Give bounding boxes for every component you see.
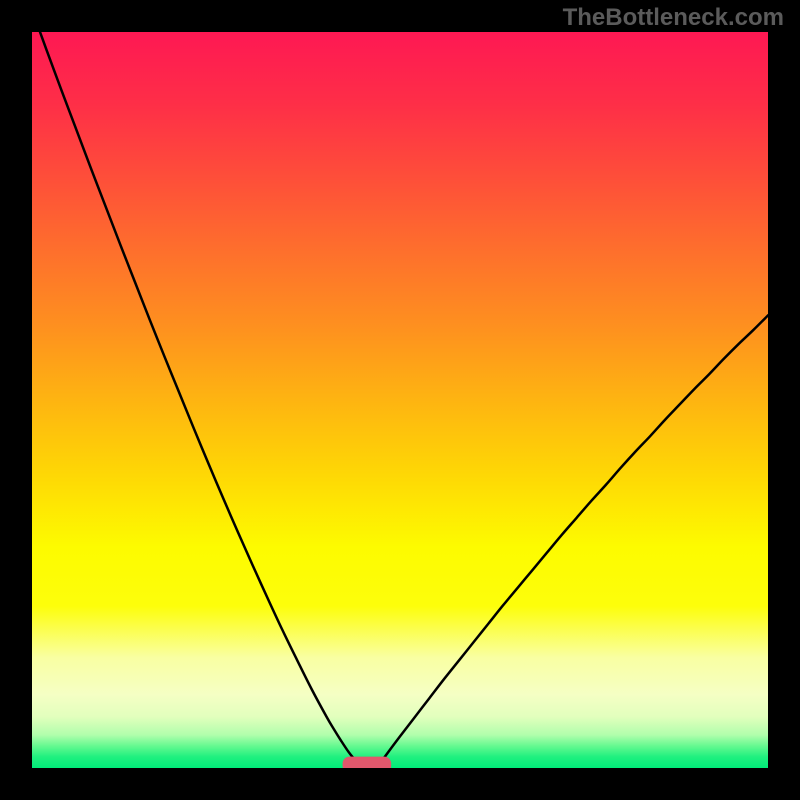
- bottleneck-chart: [32, 32, 768, 768]
- chart-background: [32, 32, 768, 768]
- watermark-text: TheBottleneck.com: [563, 4, 784, 32]
- optimal-marker: [343, 757, 392, 768]
